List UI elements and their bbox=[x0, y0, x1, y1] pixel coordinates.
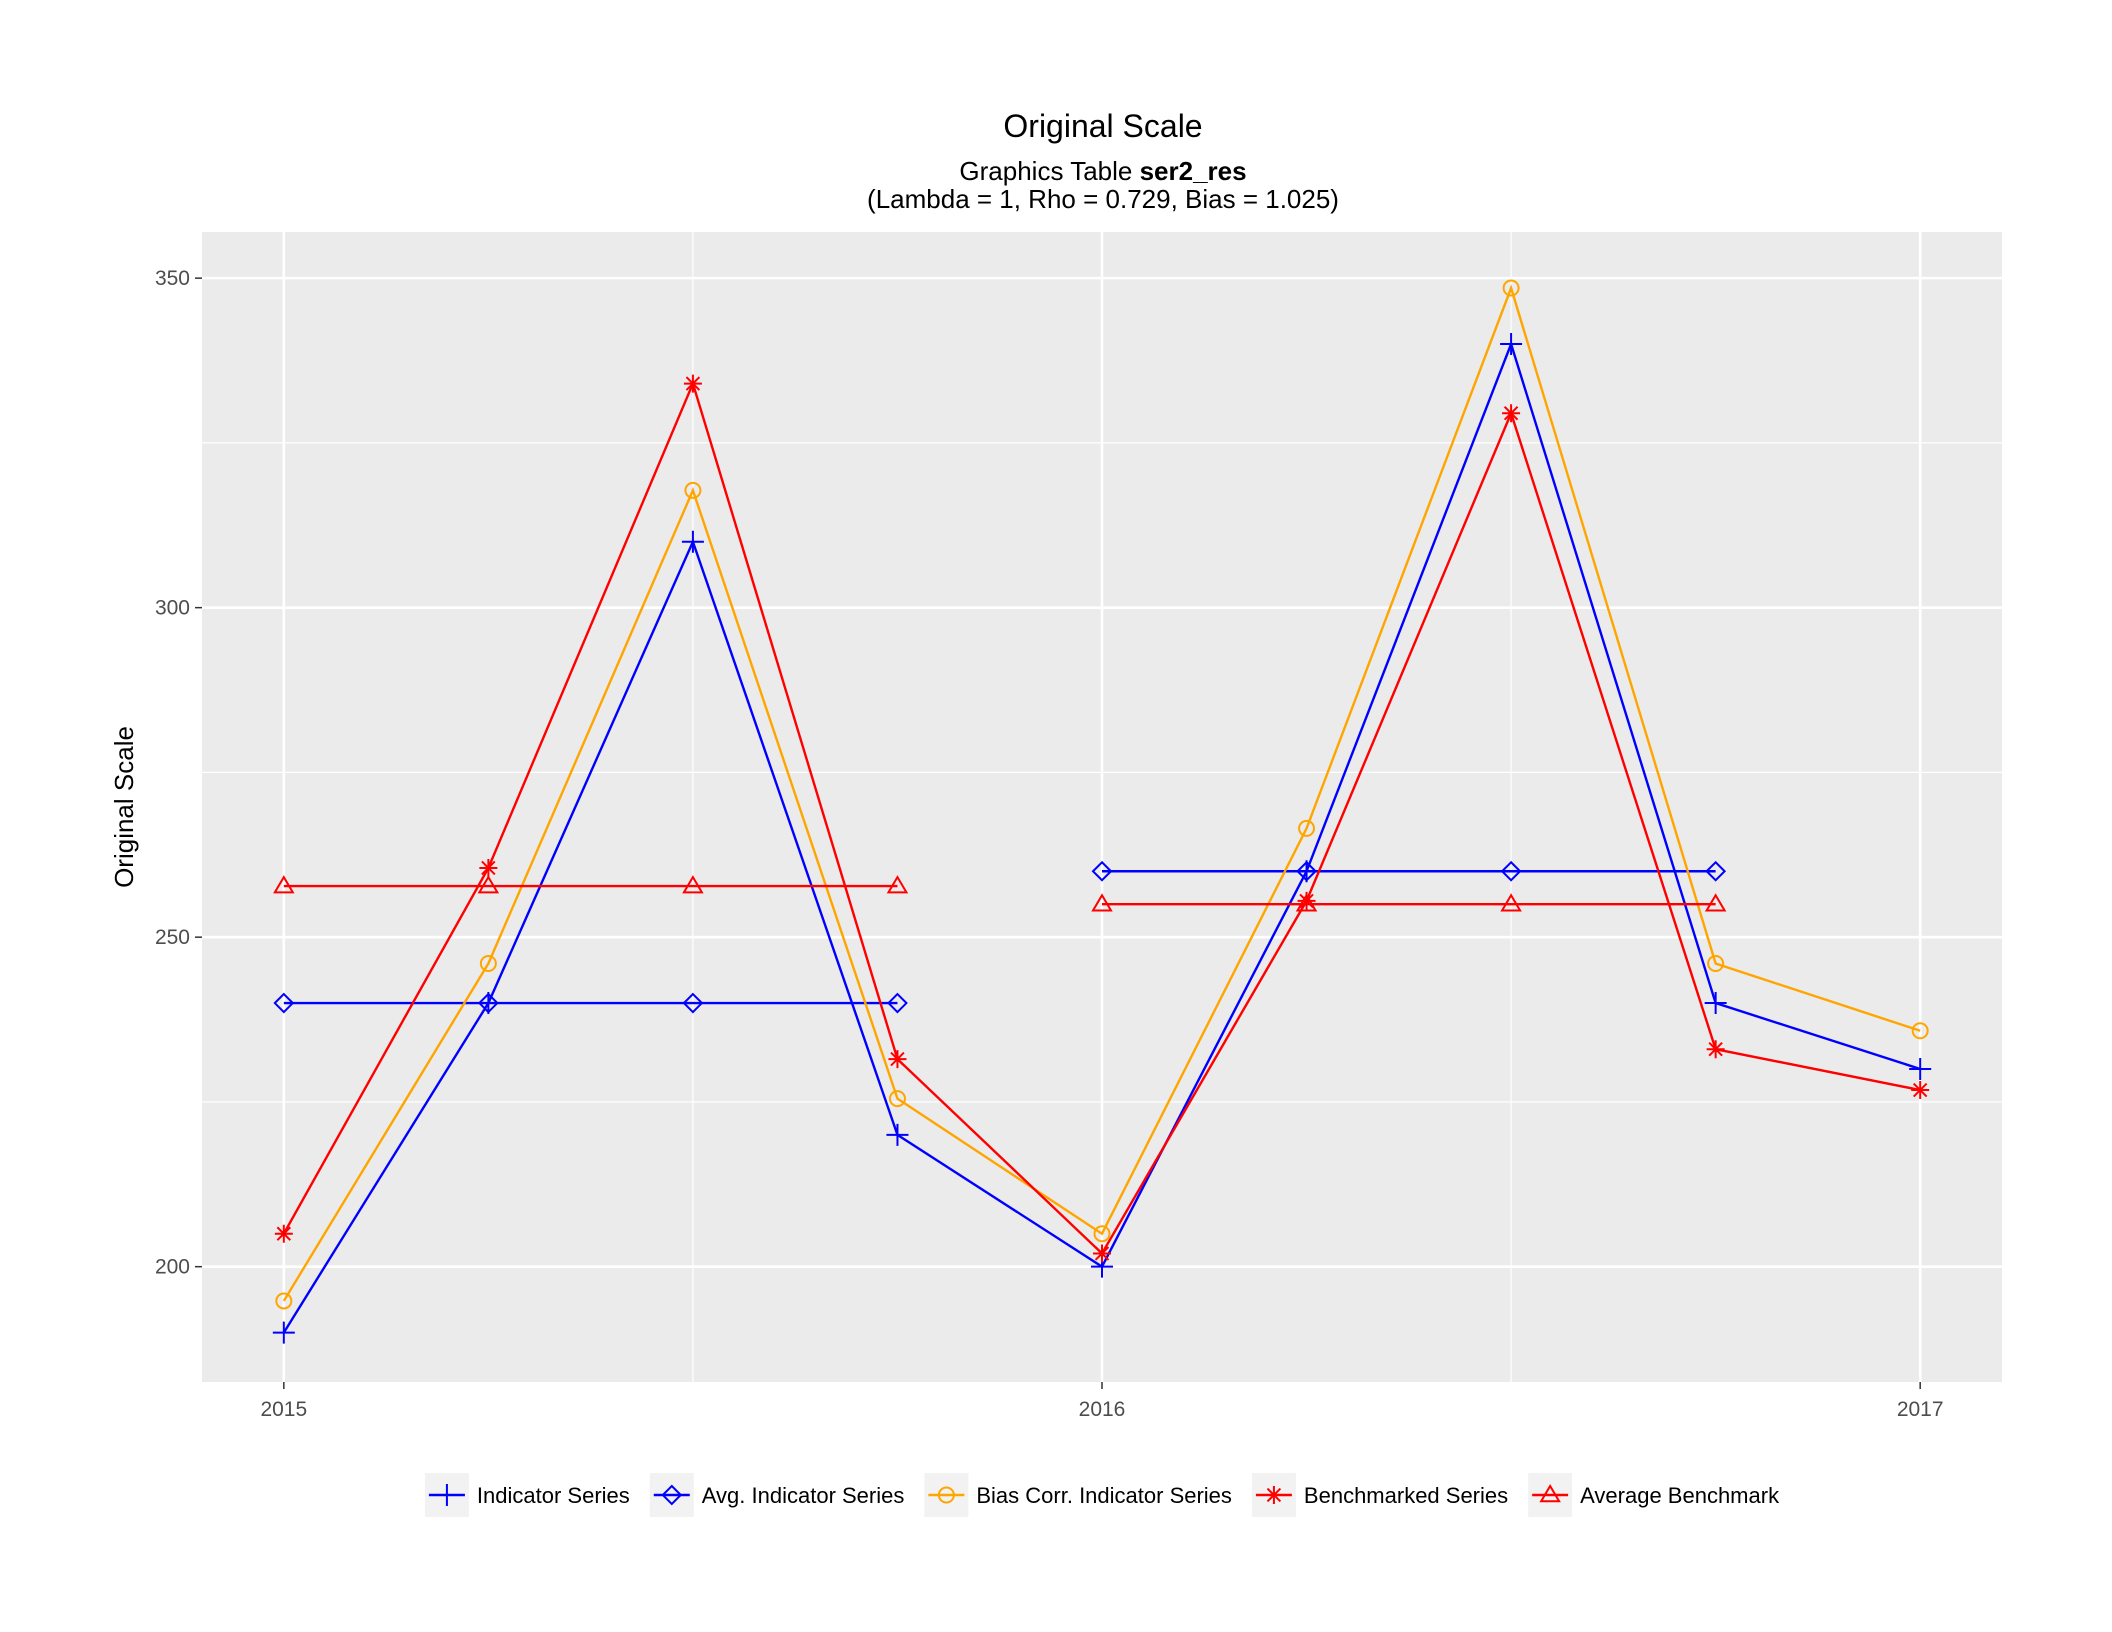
data-point bbox=[1500, 860, 1522, 882]
legend-key-marker bbox=[1539, 1484, 1561, 1503]
data-point bbox=[1911, 1081, 1930, 1100]
data-point bbox=[1500, 333, 1523, 356]
y-tick-label: 250 bbox=[155, 926, 190, 949]
y-tick-label: 200 bbox=[155, 1256, 190, 1279]
data-point bbox=[1704, 992, 1727, 1015]
data-point bbox=[1296, 860, 1317, 882]
legend-key-marker bbox=[435, 1484, 458, 1506]
legend-key-marker bbox=[1264, 1486, 1283, 1504]
data-point bbox=[274, 1224, 293, 1243]
legend-item: Average Benchmark bbox=[1528, 1473, 1780, 1517]
data-point bbox=[886, 1123, 909, 1146]
data-point bbox=[1298, 819, 1316, 837]
y-tick-label: 300 bbox=[155, 597, 190, 620]
data-point bbox=[1707, 955, 1725, 973]
legend-item: Avg. Indicator Series bbox=[649, 1473, 905, 1517]
data-point bbox=[479, 955, 497, 973]
data-point bbox=[887, 992, 908, 1014]
data-point bbox=[275, 1292, 293, 1310]
data-point bbox=[682, 875, 704, 894]
series-bias-corr-indicator-series bbox=[275, 279, 1929, 1310]
y-tick-label: 350 bbox=[155, 267, 190, 290]
data-point bbox=[1706, 1040, 1725, 1059]
data-point bbox=[886, 875, 909, 894]
data-point bbox=[1093, 1225, 1111, 1243]
data-point bbox=[1091, 860, 1113, 882]
data-point bbox=[1704, 893, 1727, 912]
data-point bbox=[888, 1090, 906, 1108]
series-average-benchmark bbox=[273, 875, 1727, 912]
chart-subtitle-params: (Lambda = 1, Rho = 0.729, Bias = 1.025) bbox=[867, 184, 1339, 214]
axes: 2015 2016 2017 200 250 300 350 bbox=[155, 267, 1944, 1421]
data-point bbox=[1911, 1022, 1929, 1040]
legend-label: Bias Corr. Indicator Series bbox=[976, 1483, 1232, 1508]
legend-key-marker bbox=[937, 1486, 955, 1504]
data-point bbox=[479, 858, 498, 877]
data-point bbox=[477, 992, 499, 1014]
data-point bbox=[1091, 893, 1113, 912]
data-point bbox=[1502, 279, 1520, 297]
data-point bbox=[1500, 893, 1522, 912]
chart-title: Original Scale bbox=[1003, 108, 1202, 144]
x-tick-label: 2016 bbox=[1079, 1398, 1126, 1421]
series-avg-indicator-series bbox=[273, 860, 1727, 1014]
data-point bbox=[477, 875, 500, 894]
series-benchmarked-series bbox=[274, 374, 1930, 1263]
series-layer bbox=[272, 279, 1932, 1344]
y-axis-title: Original Scale bbox=[109, 726, 139, 888]
data-point bbox=[1502, 404, 1521, 423]
data-point bbox=[273, 992, 295, 1014]
series-line bbox=[282, 284, 1921, 1302]
data-point bbox=[1909, 1057, 1932, 1080]
data-point bbox=[273, 875, 295, 894]
legend-item: Benchmarked Series bbox=[1251, 1473, 1508, 1517]
chart-subtitle: Graphics Table ser2_res bbox=[959, 156, 1246, 186]
data-point bbox=[682, 992, 704, 1014]
data-point bbox=[684, 481, 702, 499]
legend-item: Bias Corr. Indicator Series bbox=[924, 1473, 1232, 1517]
data-point bbox=[272, 1321, 295, 1344]
legend-label: Avg. Indicator Series bbox=[702, 1483, 905, 1508]
grid-lines bbox=[202, 232, 2002, 1382]
data-point bbox=[1705, 860, 1727, 882]
data-point bbox=[1297, 891, 1316, 910]
legend: Indicator Series Avg. Indicator Series Bia… bbox=[424, 1473, 1780, 1517]
data-point bbox=[681, 530, 704, 553]
data-point bbox=[683, 374, 702, 393]
legend-key-marker bbox=[661, 1484, 683, 1506]
legend-item: Indicator Series bbox=[424, 1473, 630, 1517]
data-point bbox=[1093, 1244, 1111, 1263]
subtitle-prefix: Graphics Table bbox=[959, 156, 1139, 186]
x-tick-label: 2017 bbox=[1897, 1398, 1944, 1421]
data-point bbox=[888, 1050, 907, 1069]
subtitle-table-name: ser2_res bbox=[1140, 156, 1247, 186]
legend-label: Average Benchmark bbox=[1580, 1483, 1780, 1508]
legend-label: Indicator Series bbox=[477, 1483, 630, 1508]
data-point bbox=[1295, 893, 1318, 912]
legend-label: Benchmarked Series bbox=[1304, 1483, 1508, 1508]
series-indicator-series bbox=[272, 333, 1932, 1344]
x-tick-label: 2015 bbox=[260, 1398, 307, 1421]
